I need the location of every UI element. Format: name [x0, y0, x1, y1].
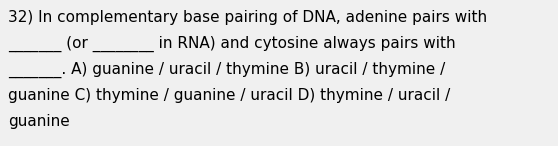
Text: _______. A) guanine / uracil / thymine B) uracil / thymine /: _______. A) guanine / uracil / thymine B…	[8, 62, 445, 78]
Text: _______ (or ________ in RNA) and cytosine always pairs with: _______ (or ________ in RNA) and cytosin…	[8, 36, 456, 52]
Text: guanine: guanine	[8, 114, 70, 129]
Text: guanine C) thymine / guanine / uracil D) thymine / uracil /: guanine C) thymine / guanine / uracil D)…	[8, 88, 450, 103]
Text: 32) In complementary base pairing of DNA, adenine pairs with: 32) In complementary base pairing of DNA…	[8, 10, 487, 25]
